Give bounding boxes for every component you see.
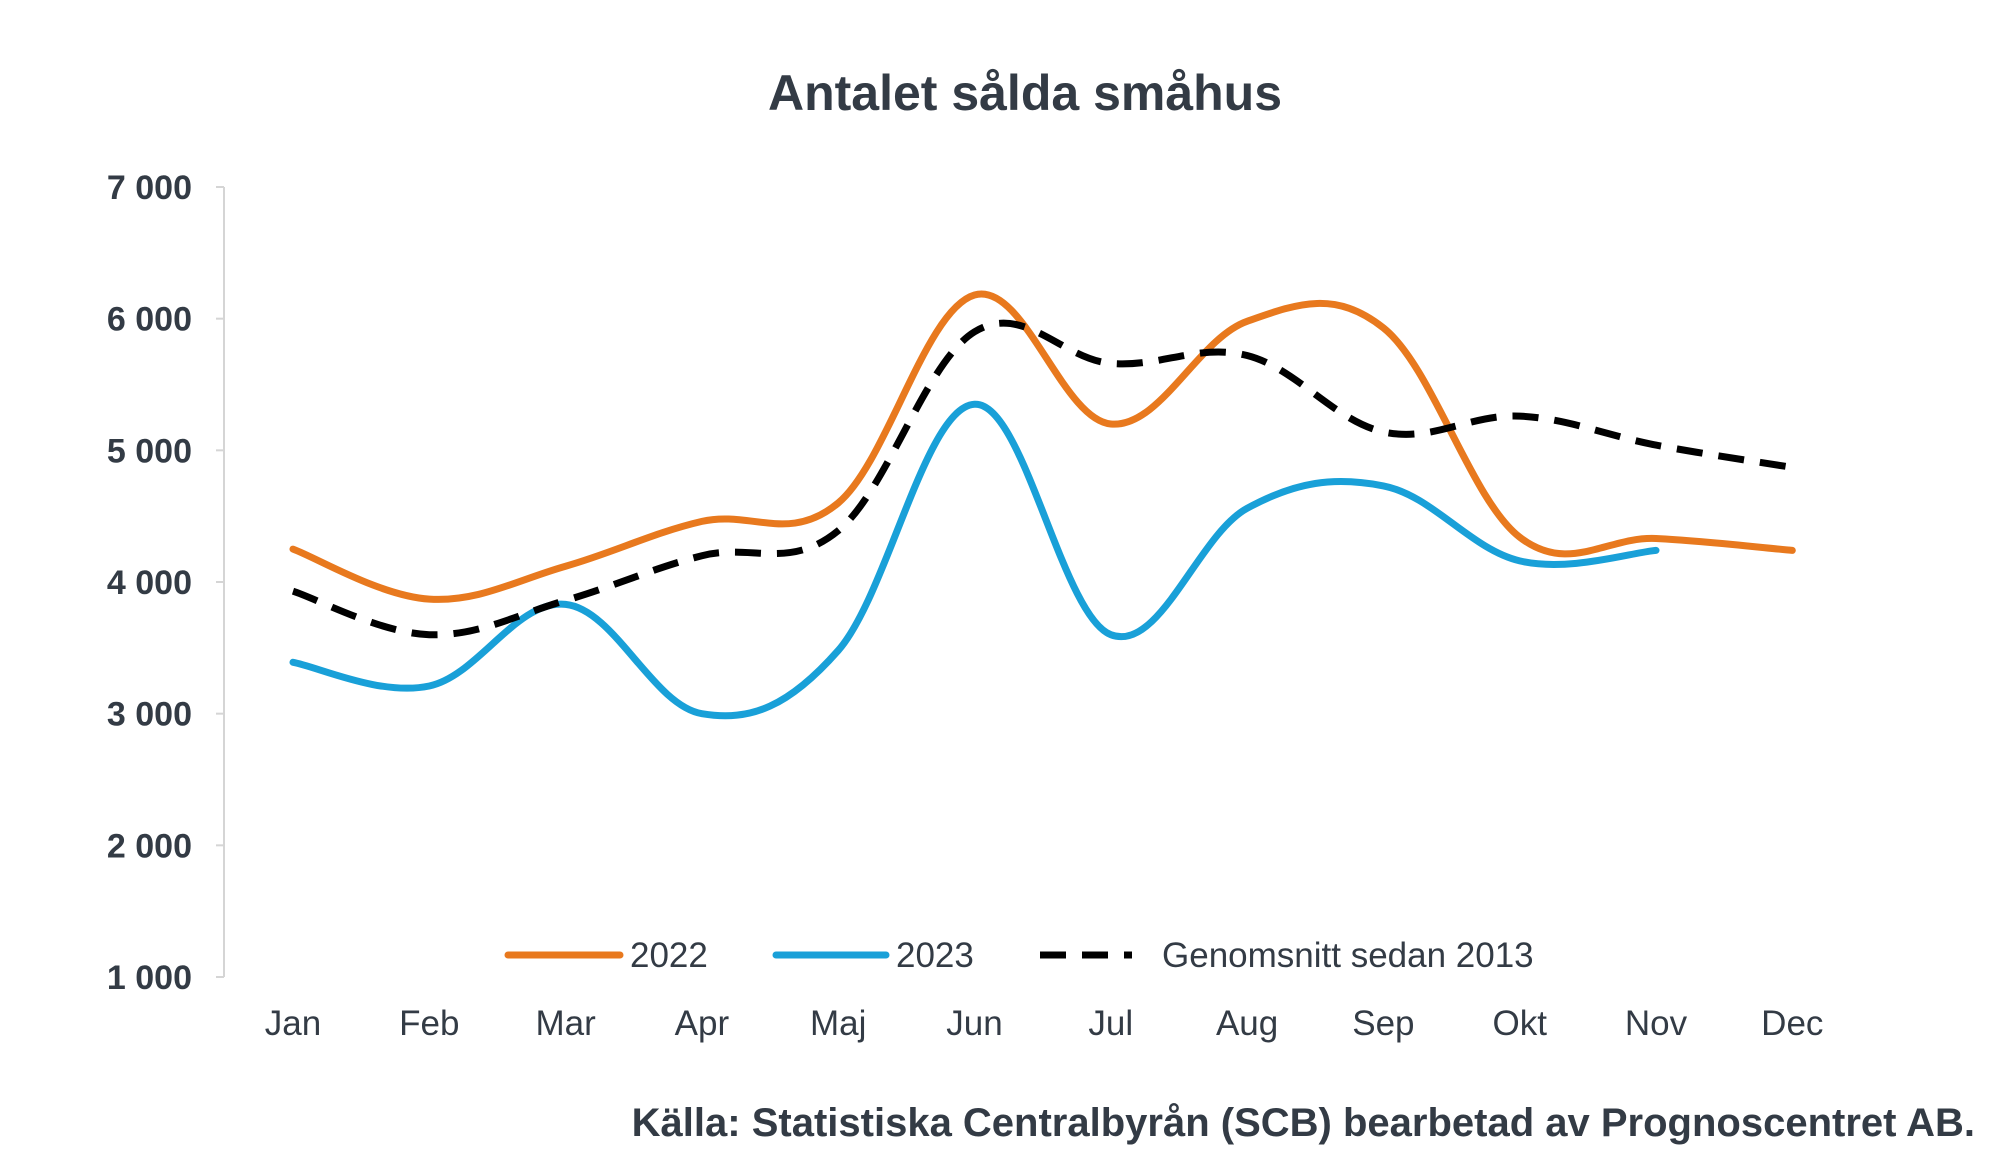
legend-label: 2023 bbox=[896, 936, 974, 975]
legend: 2022 2023 Genomsnitt sedan 2013 bbox=[504, 936, 1534, 975]
x-tick-label: Sep bbox=[1352, 1004, 1414, 1043]
source-note: Källa: Statistiska Centralbyrån (SCB) be… bbox=[632, 1101, 1975, 1145]
y-tick-label: 3 000 bbox=[107, 696, 192, 734]
legend-label: Genomsnitt sedan 2013 bbox=[1162, 936, 1534, 975]
chart-title: Antalet sålda småhus bbox=[768, 65, 1282, 121]
x-tick-label: Mar bbox=[535, 1004, 596, 1043]
x-tick-label: Dec bbox=[1761, 1004, 1823, 1043]
series-layer bbox=[289, 290, 1796, 720]
y-tick-label: 4 000 bbox=[107, 564, 192, 602]
x-tick-label: Apr bbox=[675, 1004, 730, 1043]
y-tick-label: 6 000 bbox=[107, 301, 192, 339]
y-tick-label: 1 000 bbox=[107, 959, 192, 997]
x-tick-label: Aug bbox=[1216, 1004, 1278, 1043]
x-tick-label: Okt bbox=[1492, 1004, 1547, 1043]
legend-label: 2022 bbox=[630, 936, 708, 975]
y-tick-label: 5 000 bbox=[107, 432, 192, 470]
y-axis-ticks: 1 000 2 000 3 000 4 000 5 000 6 000 7 000 bbox=[107, 169, 224, 997]
x-axis-ticks: Jan Feb Mar Apr Maj Jun Jul Aug Sep Okt Nov Dec bbox=[265, 1004, 1824, 1043]
x-tick-label: Nov bbox=[1625, 1004, 1688, 1043]
x-tick-label: Maj bbox=[810, 1004, 866, 1043]
x-tick-label: Feb bbox=[399, 1004, 459, 1043]
series-line-2023 bbox=[289, 400, 1660, 720]
series-line-2022 bbox=[289, 290, 1796, 603]
series-line-average bbox=[291, 319, 1793, 639]
x-tick-label: Jan bbox=[265, 1004, 321, 1043]
x-tick-label: Jul bbox=[1088, 1004, 1133, 1043]
y-tick-label: 2 000 bbox=[107, 827, 192, 865]
y-tick-label: 7 000 bbox=[107, 169, 192, 207]
x-tick-label: Jun bbox=[946, 1004, 1002, 1043]
